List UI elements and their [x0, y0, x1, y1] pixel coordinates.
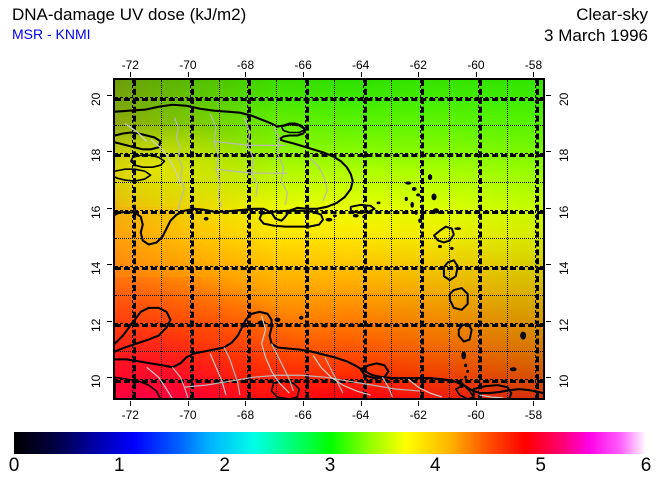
sky-condition-label: Clear-sky [576, 5, 648, 24]
lon-tick-mark-top [245, 72, 247, 77]
lat-tick-label-left: 14 [89, 262, 103, 276]
institute-credit: MSR - KNMI [12, 26, 91, 42]
lat-tick-mark-left [107, 207, 112, 209]
lat-tick-mark-right [546, 377, 551, 379]
lat-tick-mark-left [107, 377, 112, 379]
lat-tick-label-left: 20 [89, 92, 103, 106]
lat-tick-label-left: 18 [89, 149, 103, 163]
map-frame [113, 78, 545, 400]
colorbar-gradient [14, 432, 646, 454]
lon-tick-mark-bottom [245, 401, 247, 406]
lat-tick-label-right: 12 [557, 318, 571, 332]
lat-tick-mark-left [107, 264, 112, 266]
lat-tick-mark-right [546, 320, 551, 322]
colorbar-tick-labels: 0 1 2 3 4 5 6 [9, 455, 652, 479]
lon-tick-mark-top [303, 72, 305, 77]
lon-tick-mark-top [475, 72, 477, 77]
lat-tick-label-right: 20 [557, 92, 571, 106]
lon-tick-mark-bottom [360, 401, 362, 406]
lon-tick-label-bottom: -64 [352, 408, 370, 422]
lon-tick-label-bottom: -62 [409, 408, 427, 422]
lat-tick-label-right: 10 [557, 375, 571, 389]
lon-tick-mark-bottom [303, 401, 305, 406]
lon-tick-label-top: -72 [121, 58, 139, 72]
lon-tick-mark-bottom [187, 401, 189, 406]
lon-tick-label-bottom: -72 [121, 408, 139, 422]
colorbar-tick-label: 2 [219, 455, 230, 476]
lon-tick-mark-top [360, 72, 362, 77]
lat-tick-mark-right [546, 94, 551, 96]
lat-tick-label-left: 10 [89, 375, 103, 389]
lat-tick-mark-left [107, 94, 112, 96]
colorbar-tick-label: 0 [8, 455, 20, 476]
lon-tick-mark-bottom [130, 401, 132, 406]
header-right: Clear-sky 3 March 1996 [348, 4, 648, 46]
lon-tick-label-top: -70 [179, 58, 197, 72]
lon-tick-label-top: -66 [294, 58, 312, 72]
lon-tick-mark-top [130, 72, 132, 77]
lon-tick-label-bottom: -70 [179, 408, 197, 422]
colorbar-tick-label: 5 [535, 455, 546, 476]
lon-tick-label-bottom: -58 [524, 408, 543, 422]
colorbar-tick-label: 3 [324, 455, 336, 476]
lat-tick-label-left: 16 [89, 205, 103, 219]
lat-tick-label-left: 12 [89, 318, 103, 332]
header-left: DNA-damage UV dose (kJ/m2) MSR - KNMI [12, 4, 412, 43]
lon-tick-mark-bottom [418, 401, 420, 406]
lat-tick-mark-left [107, 151, 112, 153]
colorbar-tick-label: 1 [114, 455, 125, 476]
lat-tick-mark-right [546, 264, 551, 266]
lon-tick-mark-top [187, 72, 189, 77]
lat-tick-mark-right [546, 207, 551, 209]
lon-tick-mark-bottom [533, 401, 535, 406]
colorbar-tick-label: 4 [430, 455, 441, 476]
lat-tick-label-right: 14 [557, 262, 571, 276]
lon-tick-mark-top [533, 72, 535, 77]
map-plot: -72 -70 -68 -66 -64 -62 -60 -58 -72 -70 -68 -66 -64… [89, 58, 571, 422]
page-title: DNA-damage UV dose (kJ/m2) [12, 5, 247, 24]
uv-field-maximum-southwest [115, 277, 329, 398]
lon-tick-label-bottom: -66 [294, 408, 312, 422]
lon-tick-label-bottom: -60 [467, 408, 485, 422]
lon-tick-label-bottom: -68 [236, 408, 255, 422]
lon-tick-label-top: -58 [524, 58, 543, 72]
lat-tick-label-right: 18 [557, 149, 571, 163]
lat-tick-label-right: 16 [557, 205, 571, 219]
lon-tick-label-top: -62 [409, 58, 427, 72]
lon-tick-mark-top [418, 72, 420, 77]
lon-tick-mark-bottom [475, 401, 477, 406]
lon-tick-label-top: -60 [467, 58, 485, 72]
lon-tick-label-top: -64 [352, 58, 370, 72]
colorbar [14, 432, 646, 454]
lat-tick-mark-right [546, 151, 551, 153]
colorbar-tick-label: 6 [640, 455, 652, 476]
date-label: 3 March 1996 [544, 26, 648, 45]
lat-tick-mark-left [107, 320, 112, 322]
coastline-overlay [115, 103, 543, 398]
lon-tick-label-top: -68 [236, 58, 255, 72]
